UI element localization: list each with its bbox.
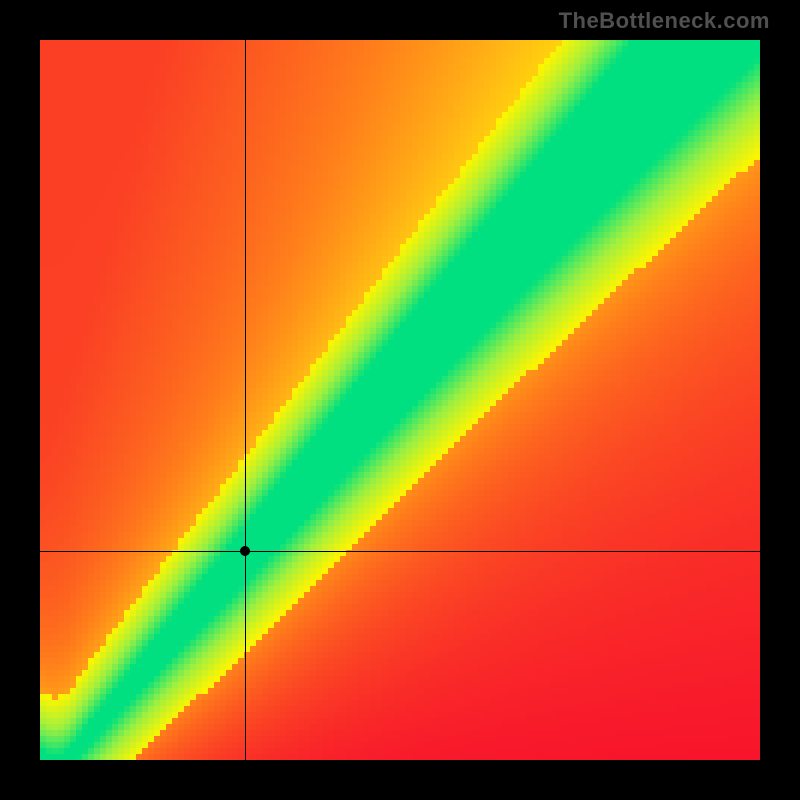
watermark-text: TheBottleneck.com [559, 8, 770, 34]
heatmap-canvas [40, 40, 760, 760]
heatmap-plot [40, 40, 760, 760]
